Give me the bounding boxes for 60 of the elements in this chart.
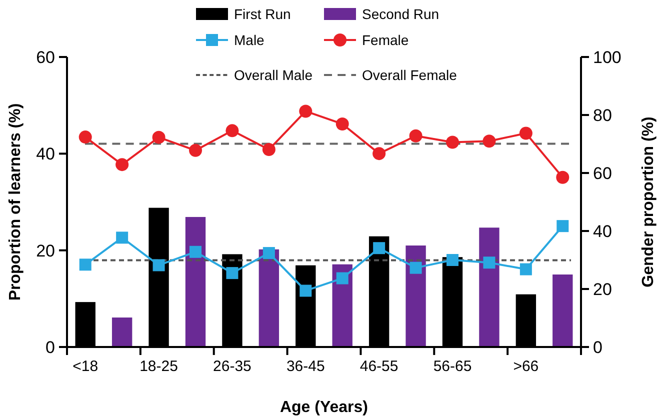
y2-axis-title: Gender proportion (%) <box>640 116 657 288</box>
point <box>336 117 349 130</box>
point <box>116 232 128 244</box>
point <box>482 134 496 148</box>
bar <box>552 274 573 347</box>
point <box>262 247 275 260</box>
point <box>336 272 348 284</box>
legend-label: Male <box>234 32 265 48</box>
y2-tick-label: 20 <box>593 280 612 299</box>
legend-label: Overall Female <box>362 67 458 83</box>
y2-tick-label: 60 <box>593 164 612 183</box>
point <box>190 246 202 258</box>
y-tick-label: 20 <box>36 241 55 260</box>
point <box>483 256 496 269</box>
x-tick-label: 26-35 <box>213 358 252 375</box>
point <box>262 143 276 156</box>
point <box>556 170 570 184</box>
point <box>79 258 92 271</box>
y2-tick-label: 0 <box>593 338 602 357</box>
point <box>152 130 166 144</box>
point <box>299 104 312 118</box>
point <box>78 130 92 144</box>
x-tick-label: 56-65 <box>433 358 472 375</box>
x-tick-label: 18-25 <box>140 358 178 375</box>
legend-label: Female <box>362 32 409 48</box>
point <box>410 262 422 274</box>
point <box>556 220 569 232</box>
point <box>189 144 202 157</box>
x-tick-label: 36-45 <box>286 358 325 375</box>
bar <box>479 228 500 347</box>
point <box>152 259 165 272</box>
point <box>446 136 459 149</box>
x-tick-label: >66 <box>513 358 539 375</box>
bar <box>406 246 426 347</box>
y2-tick-label: 80 <box>593 106 612 125</box>
point <box>226 124 239 138</box>
point <box>446 254 458 266</box>
y-tick-label: 60 <box>36 48 55 67</box>
point <box>372 147 386 160</box>
point <box>520 263 532 276</box>
y-tick-label: 40 <box>36 144 55 164</box>
point <box>226 267 238 280</box>
y2-tick-label: 100 <box>593 48 622 67</box>
y-tick-label: 0 <box>46 338 55 357</box>
point <box>300 284 312 297</box>
legend-label: Overall Male <box>234 67 313 83</box>
point <box>116 158 129 172</box>
x-tick-label: 46-55 <box>360 358 398 375</box>
point <box>519 126 532 140</box>
y2-tick-label: 40 <box>593 222 612 241</box>
legend-label: First Run <box>234 6 291 22</box>
point <box>373 242 386 254</box>
legend-label: Second Run <box>362 6 440 22</box>
bar <box>112 318 132 347</box>
y-axis-title: Proportion of learners (%) <box>7 103 24 301</box>
bar <box>185 216 206 347</box>
x-tick-label: <18 <box>72 358 98 375</box>
bar <box>258 249 280 347</box>
point <box>409 129 422 142</box>
x-axis-title: Age (Years) <box>280 399 368 416</box>
